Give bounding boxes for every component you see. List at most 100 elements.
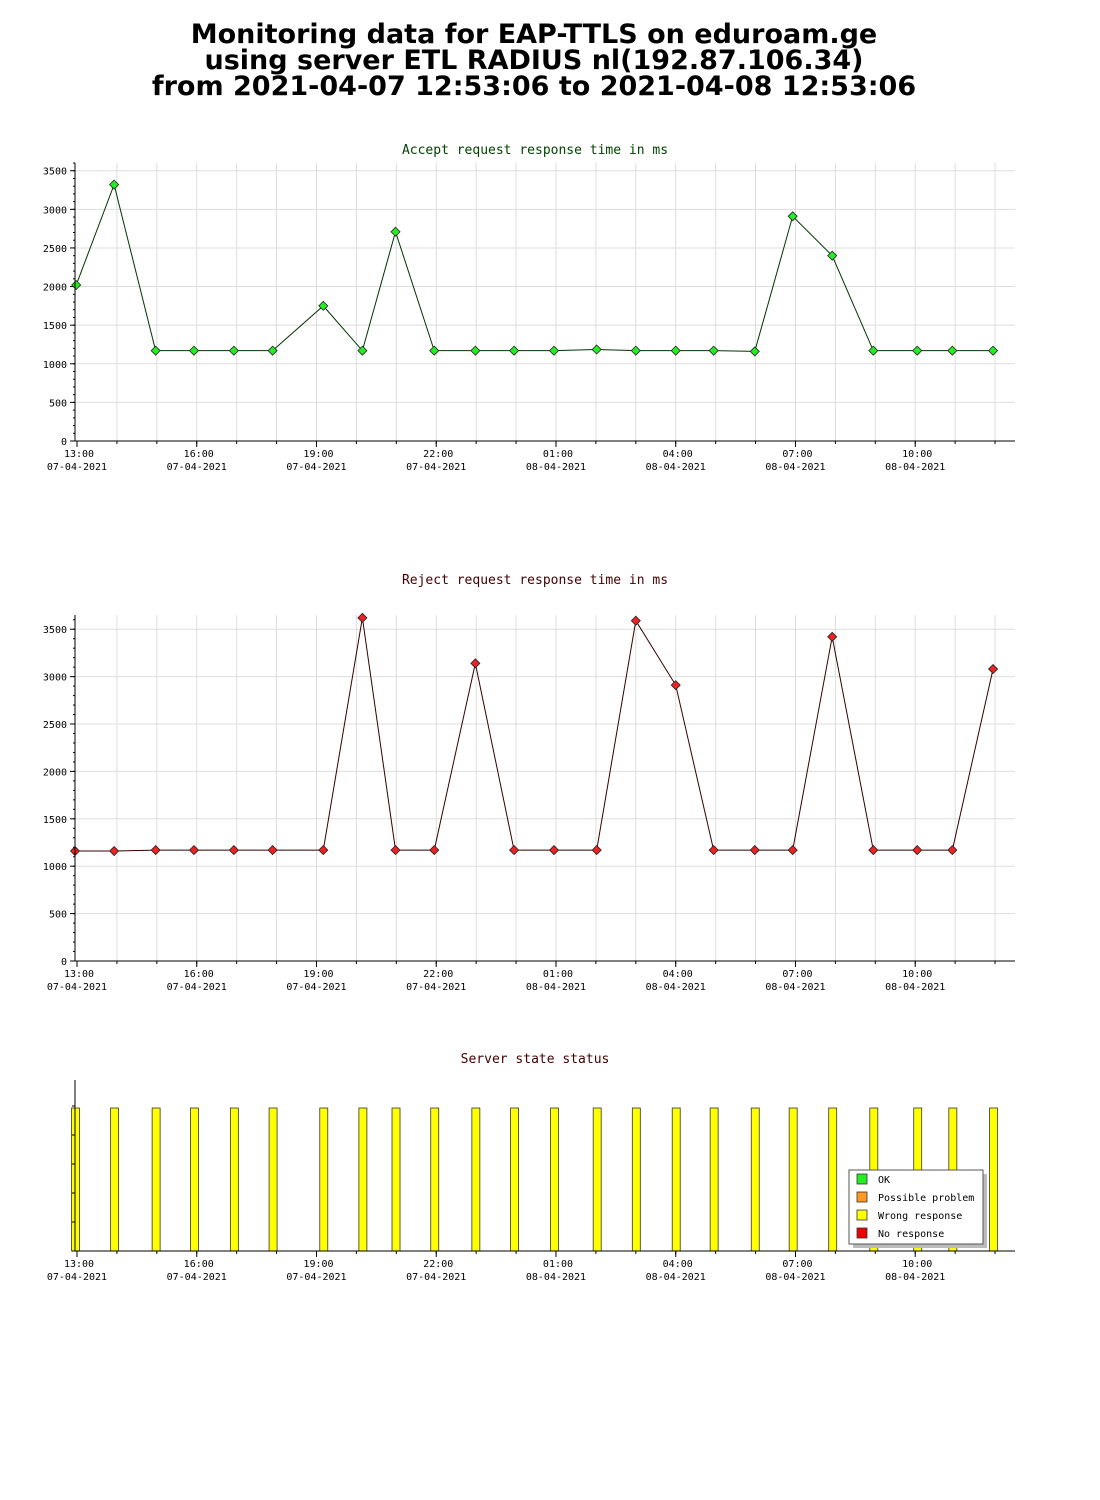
data-point — [827, 250, 838, 261]
status-bar — [471, 1107, 481, 1252]
data-point — [548, 845, 560, 856]
data-point — [188, 845, 200, 856]
chart-3: Server state status OK Possible problem Wro… — [47, 1052, 1015, 1283]
x-tick-time: 22:00 — [423, 449, 453, 460]
data-point — [591, 344, 602, 355]
data-point — [827, 631, 838, 642]
status-bar — [550, 1107, 559, 1252]
x-tick-time: 19:00 — [303, 1259, 333, 1270]
legend-swatch — [856, 1227, 868, 1239]
legend-label: Wrong response — [878, 1211, 962, 1222]
chart-2: Reject request response time in ms 0 500 10… — [43, 573, 1015, 993]
data-point — [390, 226, 401, 237]
x-tick-date: 08-04-2021 — [526, 1272, 586, 1283]
status-bar — [229, 1107, 239, 1252]
status-bar — [319, 1107, 329, 1252]
page-title: Monitoring data for EAP-TTLS on eduroam.… — [0, 19, 1068, 100]
data-point — [188, 345, 200, 356]
data-point — [630, 345, 641, 356]
x-tick-date: 07-04-2021 — [286, 982, 346, 993]
legend-swatch — [856, 1209, 868, 1221]
y-tick-label: 0 — [61, 437, 67, 448]
data-point — [912, 845, 923, 856]
x-tick-date: 07-04-2021 — [167, 982, 227, 993]
y-tick-label: 500 — [49, 398, 67, 409]
y-tick-label: 3000 — [43, 205, 67, 216]
x-tick-time: 13:00 — [64, 449, 94, 460]
status-bar — [828, 1107, 838, 1252]
data-point — [670, 680, 681, 691]
data-point — [868, 845, 879, 856]
x-tick-date: 08-04-2021 — [765, 462, 825, 473]
data-point — [591, 845, 602, 856]
x-tick-date: 08-04-2021 — [885, 462, 945, 473]
chart-1: Accept request response time in ms 0 500 10… — [43, 143, 1015, 473]
x-tick-date: 07-04-2021 — [47, 1272, 107, 1283]
data-point — [509, 345, 520, 356]
data-point — [749, 845, 760, 856]
status-bar — [110, 1107, 120, 1252]
data-point — [987, 663, 999, 675]
y-tick-label: 2000 — [43, 283, 67, 294]
x-tick-time: 22:00 — [423, 969, 453, 980]
data-point — [708, 845, 719, 856]
y-tick-label: 1000 — [43, 862, 67, 873]
y-tick-label: 1500 — [43, 321, 67, 332]
status-bar — [510, 1107, 519, 1252]
data-point — [787, 211, 798, 222]
y-tick-label: 1500 — [43, 815, 67, 826]
x-tick-time: 13:00 — [64, 969, 94, 980]
data-point — [429, 345, 440, 356]
x-tick-time: 19:00 — [303, 969, 333, 980]
data-point — [987, 345, 999, 356]
x-tick-date: 08-04-2021 — [646, 1272, 706, 1283]
x-tick-date: 07-04-2021 — [47, 462, 107, 473]
x-tick-date: 07-04-2021 — [47, 982, 107, 993]
legend-box — [848, 1169, 984, 1245]
x-tick-date: 08-04-2021 — [526, 462, 586, 473]
legend-swatch — [856, 1191, 868, 1203]
title-line-1: Monitoring data for EAP-TTLS on eduroam.… — [190, 19, 878, 50]
x-tick-date: 08-04-2021 — [646, 462, 706, 473]
data-point — [947, 845, 958, 856]
x-tick-time: 10:00 — [902, 1259, 932, 1270]
title-line-2: using server ETL RADIUS nl(192.87.106.34… — [204, 45, 864, 76]
x-tick-time: 07:00 — [782, 969, 812, 980]
x-tick-time: 01:00 — [543, 449, 573, 460]
y-tick-label: 2500 — [43, 244, 67, 255]
status-bar — [430, 1107, 440, 1252]
series-line — [75, 182, 994, 352]
status-bar — [750, 1107, 760, 1252]
y-tick-label: 3500 — [43, 167, 67, 178]
x-tick-time: 16:00 — [184, 969, 214, 980]
data-point — [109, 179, 120, 190]
x-tick-date: 07-04-2021 — [406, 462, 466, 473]
status-bar — [592, 1107, 602, 1252]
chart-title: Reject request response time in ms — [402, 573, 668, 588]
data-point — [228, 845, 239, 856]
x-tick-date: 08-04-2021 — [885, 1272, 945, 1283]
x-tick-date: 08-04-2021 — [765, 982, 825, 993]
x-tick-time: 01:00 — [543, 1259, 573, 1270]
data-point — [357, 612, 368, 623]
x-tick-time: 04:00 — [663, 969, 693, 980]
x-tick-time: 10:00 — [902, 969, 932, 980]
status-bar — [631, 1107, 641, 1252]
legend-label: OK — [878, 1175, 890, 1186]
data-point — [228, 345, 239, 356]
status-bar — [788, 1107, 798, 1252]
data-point — [267, 845, 278, 856]
x-tick-time: 10:00 — [902, 449, 932, 460]
x-tick-date: 08-04-2021 — [526, 982, 586, 993]
x-tick-time: 16:00 — [184, 1259, 214, 1270]
x-tick-time: 13:00 — [64, 1259, 94, 1270]
data-point — [548, 345, 560, 356]
data-point — [912, 345, 923, 356]
data-point — [509, 845, 520, 856]
status-bar — [989, 1107, 998, 1252]
x-tick-time: 04:00 — [663, 1259, 693, 1270]
data-point — [390, 845, 401, 856]
data-point — [708, 345, 719, 356]
chart-title: Server state status — [461, 1052, 610, 1067]
